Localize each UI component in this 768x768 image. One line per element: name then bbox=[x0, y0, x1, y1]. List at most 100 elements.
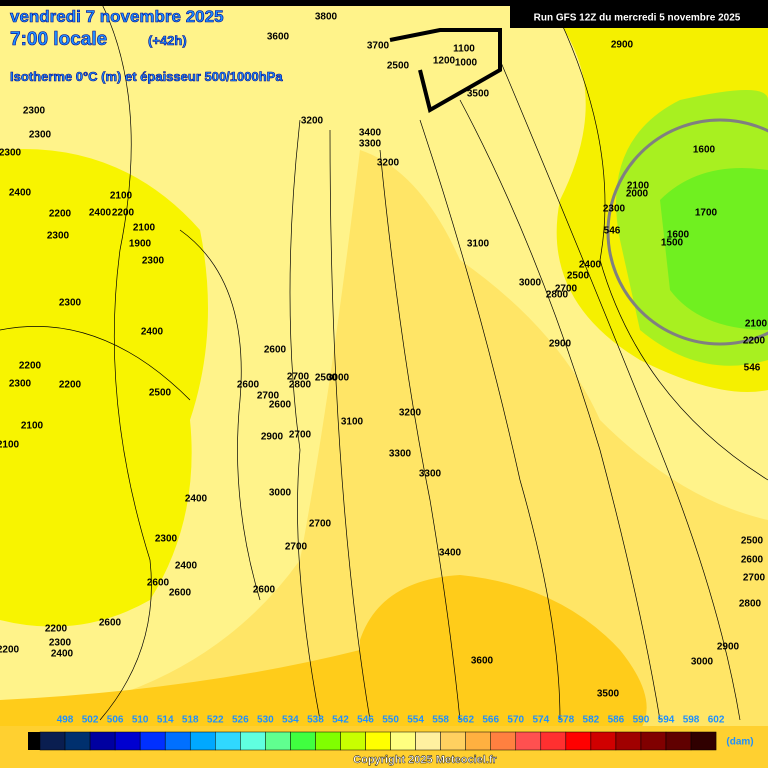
contour-label: 2900 bbox=[549, 339, 572, 350]
contour-label: 2300 bbox=[49, 638, 72, 649]
copyright: Copyright 2025 Meteociel.fr bbox=[353, 754, 497, 766]
contour-label: 2600 bbox=[253, 585, 276, 596]
legend-label: 530 bbox=[257, 715, 274, 726]
legend-swatch bbox=[64, 731, 91, 751]
contour-label: 2500 bbox=[741, 536, 764, 547]
region-542 bbox=[660, 168, 768, 330]
legend-swatch bbox=[690, 731, 717, 751]
top-bar bbox=[0, 0, 768, 6]
contour-label: 2500 bbox=[149, 388, 172, 399]
contour-label: 2300 bbox=[59, 298, 82, 309]
legend-swatch bbox=[440, 731, 466, 751]
contour-label: 2200 bbox=[19, 361, 42, 372]
contour-label: 1600 bbox=[667, 230, 690, 241]
legend-swatch bbox=[590, 731, 617, 751]
legend-label: 498 bbox=[57, 715, 74, 726]
contour-label: 2700 bbox=[285, 542, 308, 553]
contour-label: 2300 bbox=[155, 534, 178, 545]
contour-label: 1700 bbox=[695, 208, 718, 219]
contour-label: 2700 bbox=[257, 391, 280, 402]
map-subtitle: Isotherme 0°C (m) et épaisseur 500/1000h… bbox=[10, 69, 283, 84]
legend-label: 558 bbox=[432, 715, 449, 726]
contour-label: 1500 bbox=[661, 238, 684, 249]
legend-swatch bbox=[415, 731, 441, 751]
contour-label: 3600 bbox=[267, 32, 290, 43]
contour-label: 3700 bbox=[367, 41, 390, 52]
contour-label: 2600 bbox=[741, 555, 764, 566]
legend-label: 542 bbox=[332, 715, 349, 726]
region-550 bbox=[0, 149, 208, 627]
contour-label: 3300 bbox=[419, 469, 442, 480]
run-info: Run GFS 12Z du mercredi 5 novembre 2025 bbox=[534, 13, 741, 24]
legend-swatch bbox=[490, 731, 517, 751]
contour-label: 2400 bbox=[141, 327, 164, 338]
legend-label: 582 bbox=[583, 715, 600, 726]
legend-label: 546 bbox=[357, 715, 374, 726]
legend-swatch bbox=[515, 731, 542, 751]
contour-label: 3400 bbox=[359, 128, 382, 139]
contour-label: 2600 bbox=[237, 380, 260, 391]
contour-label: 2900 bbox=[611, 40, 634, 51]
legend-swatch bbox=[340, 731, 366, 751]
contour-label: 2400 bbox=[175, 561, 198, 572]
legend-label: 550 bbox=[382, 715, 399, 726]
contour-label: 3300 bbox=[389, 449, 412, 460]
legend-swatch bbox=[565, 731, 592, 751]
legend-swatch bbox=[665, 731, 692, 751]
legend-swatch bbox=[240, 731, 266, 751]
contour-label: 3500 bbox=[597, 689, 620, 700]
legend-swatch bbox=[465, 731, 491, 751]
legend-swatch bbox=[290, 731, 316, 751]
legend-label: 526 bbox=[232, 715, 249, 726]
contour-label: 2200 bbox=[49, 209, 72, 220]
contour-label: 3000 bbox=[269, 488, 292, 499]
legend-label: 598 bbox=[683, 715, 700, 726]
contour-label: 3000 bbox=[519, 278, 542, 289]
contour-label: 3000 bbox=[691, 657, 714, 668]
legend-label: 590 bbox=[633, 715, 650, 726]
legend-swatch bbox=[215, 731, 241, 751]
legend-label: 570 bbox=[507, 715, 524, 726]
contour-label: 2700 bbox=[309, 519, 332, 530]
legend-swatch bbox=[315, 731, 341, 751]
contour-label: 3200 bbox=[399, 408, 422, 419]
contour-label: 2500 bbox=[387, 61, 410, 72]
legend-label: 578 bbox=[557, 715, 574, 726]
legend-label: 538 bbox=[307, 715, 324, 726]
contour-label: 2300 bbox=[603, 204, 626, 215]
legend-label: 502 bbox=[82, 715, 99, 726]
contour-label: 1600 bbox=[693, 145, 716, 156]
legend-swatch bbox=[39, 731, 66, 751]
contour-label: 2300 bbox=[142, 256, 165, 267]
contour-label: 2900 bbox=[261, 432, 284, 443]
legend-label: 506 bbox=[107, 715, 124, 726]
contours bbox=[0, 0, 768, 721]
contour-label: 2800 bbox=[546, 290, 569, 301]
contour-label: 2400 bbox=[51, 649, 74, 660]
legend-label: 594 bbox=[658, 715, 675, 726]
legend-label: 566 bbox=[482, 715, 499, 726]
date-title: vendredi 7 novembre 2025 bbox=[10, 7, 224, 26]
contour-label: 2100 bbox=[745, 319, 768, 330]
legend-label: 602 bbox=[708, 715, 725, 726]
contour-label: 2400 bbox=[89, 208, 112, 219]
legend-swatch bbox=[640, 731, 667, 751]
contour-label: 2300 bbox=[0, 148, 22, 159]
contour-label: 2600 bbox=[99, 618, 122, 629]
legend-label: 574 bbox=[532, 715, 549, 726]
contour-label: 2300 bbox=[23, 106, 46, 117]
contour-label: 2200 bbox=[0, 645, 20, 656]
contour-label: 2700 bbox=[743, 573, 766, 584]
contour-label: 3100 bbox=[467, 239, 490, 250]
legend-swatch bbox=[164, 731, 191, 751]
contour-label: 546 bbox=[604, 226, 621, 237]
legend-swatch bbox=[390, 731, 416, 751]
legend-swatch bbox=[114, 731, 141, 751]
time-title: 7:00 locale bbox=[10, 29, 107, 50]
thickness-contour bbox=[606, 118, 768, 346]
contour-label: 3400 bbox=[439, 548, 462, 559]
contour-label: 2700 bbox=[287, 372, 310, 383]
run-box bbox=[510, 6, 768, 28]
contour-label: 2200 bbox=[59, 380, 82, 391]
